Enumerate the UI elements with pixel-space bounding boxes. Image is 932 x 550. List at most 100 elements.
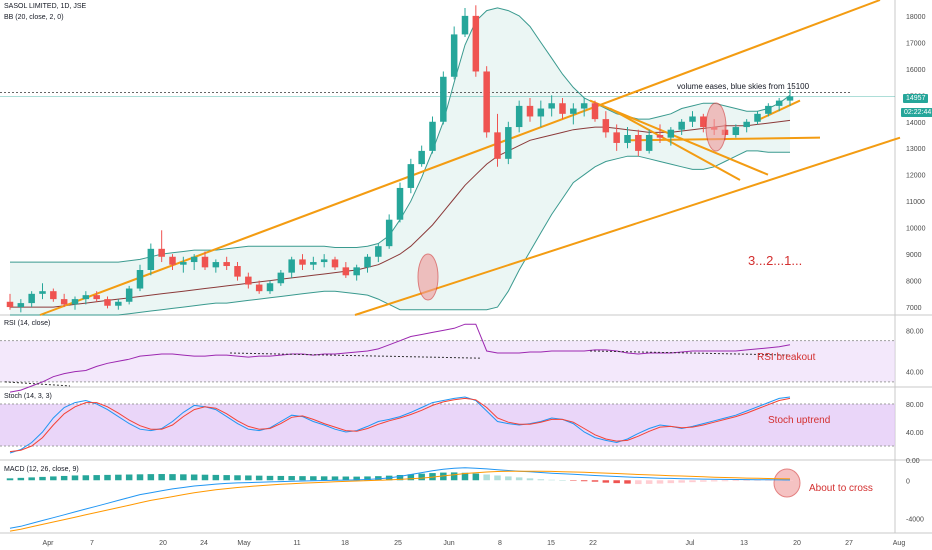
macd-histogram-bar <box>310 476 317 481</box>
macd-histogram-bar <box>580 480 588 482</box>
candle-body <box>299 259 306 265</box>
macd-histogram-bar <box>613 480 620 484</box>
candle-body <box>364 256 371 268</box>
channel-lower-trendline <box>354 136 901 316</box>
rsi-axis-label: 40.00 <box>906 370 924 377</box>
candle-body <box>375 246 382 257</box>
stoch-axis-label: 0.00 <box>906 458 920 465</box>
macd-histogram-bar <box>201 474 209 481</box>
candle-body <box>624 135 631 143</box>
candle-body <box>635 135 642 151</box>
candle-body <box>407 164 415 188</box>
macd-histogram-bar <box>656 480 664 484</box>
macd-histogram-bar <box>331 476 339 481</box>
price-axis-label: 17000 <box>906 40 926 47</box>
macd-histogram-bar <box>93 475 100 481</box>
last-price-tag: 14957 <box>903 94 929 103</box>
candle-body <box>50 291 57 300</box>
candle-body <box>515 105 523 128</box>
macd-histogram-bar <box>450 472 458 481</box>
candle-body <box>342 267 350 276</box>
countdown-timer-tag: 02:22:44 <box>901 108 932 117</box>
macd-histogram-bar <box>136 474 144 481</box>
macd-histogram-bar <box>169 474 176 481</box>
candle-body <box>743 121 750 128</box>
macd-histogram-bar <box>115 474 122 481</box>
macd-histogram-bar <box>710 480 718 482</box>
macd-histogram-bar <box>255 475 263 481</box>
candle-body <box>125 288 133 302</box>
candle-body <box>786 96 794 101</box>
time-axis-label: 13 <box>740 540 748 547</box>
macd-histogram-bar <box>765 480 772 481</box>
candle-body <box>180 262 187 265</box>
candle-body <box>28 293 35 304</box>
breakout-ellipse <box>417 253 439 301</box>
countdown-note: 3...2...1... <box>748 253 803 268</box>
breakout-trendline <box>759 99 801 121</box>
candle-body <box>570 108 577 114</box>
candle-body <box>234 266 241 277</box>
candle-body <box>656 135 664 138</box>
rsi-lower-trendline <box>4 381 71 387</box>
stoch-uptrend-note: Stoch uptrend <box>768 415 831 426</box>
time-axis-label: 7 <box>90 540 94 547</box>
macd-histogram-bar <box>418 473 425 481</box>
time-axis-label: Jul <box>686 540 695 547</box>
candle-body <box>559 103 566 114</box>
macd-axis-label: 0 <box>906 478 910 485</box>
macd-histogram-bar <box>570 480 577 481</box>
time-axis-label: Jun <box>443 540 454 547</box>
macd-legend: MACD (12, 26, close, 9) <box>4 466 79 473</box>
candle-body <box>765 105 772 114</box>
macd-histogram-bar <box>472 473 480 481</box>
candle-body <box>331 259 339 268</box>
squeeze-ellipse <box>705 102 727 152</box>
candle-body <box>494 132 501 159</box>
macd-cross-note: About to cross <box>809 483 873 494</box>
price-axis-label: 16000 <box>906 67 926 74</box>
macd-histogram-bar <box>50 476 57 481</box>
macd-histogram-bar <box>28 477 35 481</box>
candle-body <box>158 248 165 257</box>
macd-histogram-bar <box>526 478 534 481</box>
rsi-axis-label: 80.00 <box>906 328 924 335</box>
macd-histogram-bar <box>104 474 111 481</box>
macd-histogram-bar <box>396 474 404 481</box>
macd-histogram-bar <box>775 480 783 481</box>
candle-body <box>104 299 111 306</box>
candle-body <box>450 34 458 77</box>
macd-histogram-bar <box>6 478 14 481</box>
price-axis-label: 12000 <box>906 173 926 180</box>
macd-histogram-bar <box>494 475 501 481</box>
macd-histogram-bar <box>364 476 371 481</box>
candle-body <box>689 116 696 122</box>
candle-body <box>288 259 295 273</box>
macd-histogram-bar <box>245 475 252 481</box>
time-axis-label: 18 <box>341 540 349 547</box>
stoch-band <box>0 404 895 446</box>
macd-histogram-bar <box>17 477 25 481</box>
macd-histogram-bar <box>667 480 675 484</box>
macd-histogram-bar <box>559 480 566 481</box>
macd-histogram-bar <box>180 474 187 481</box>
macd-histogram-bar <box>60 475 68 481</box>
candle-body <box>39 291 46 294</box>
stoch-d-line <box>9 397 791 453</box>
macd-histogram-bar <box>266 475 274 481</box>
macd-histogram-bar <box>645 480 653 484</box>
candle-body <box>71 299 79 305</box>
time-axis-label: 15 <box>547 540 555 547</box>
macd-histogram-bar <box>158 474 165 481</box>
time-axis-label: Apr <box>43 540 55 547</box>
candle-body <box>613 132 620 143</box>
macd-histogram-bar <box>147 474 155 481</box>
rsi-breakout-note: RSI breakout <box>757 352 816 363</box>
price-axis-label: 11000 <box>906 199 925 206</box>
candle-body <box>266 283 274 292</box>
candle-body <box>147 248 155 270</box>
price-axis-label: 8000 <box>906 279 922 286</box>
candle-body <box>60 299 68 305</box>
macd-histogram-bar <box>548 479 555 481</box>
macd-histogram-bar <box>288 476 295 481</box>
